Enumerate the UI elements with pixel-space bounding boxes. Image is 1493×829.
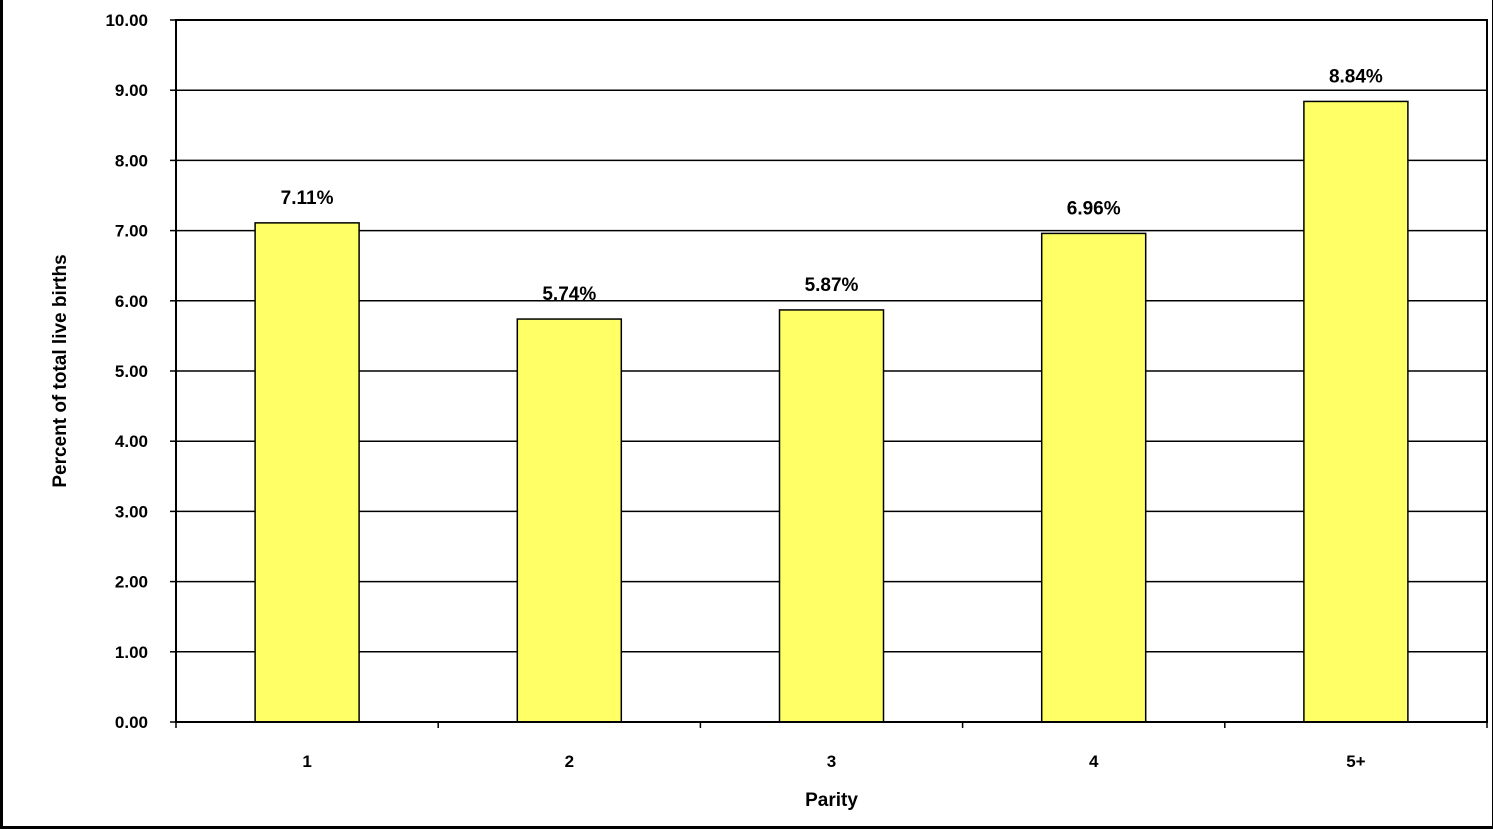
x-tick-label: 4 (1089, 752, 1099, 771)
x-axis-title: Parity (805, 790, 858, 811)
bar (1040, 232, 1147, 723)
y-tick-label: 8.00 (115, 151, 148, 170)
x-tick-label: 1 (302, 752, 311, 771)
bar (516, 318, 623, 723)
y-tick-label: 6.00 (115, 292, 148, 311)
y-axis-title: Percent of total live births (50, 254, 71, 487)
axes (170, 19, 1488, 728)
y-tick-label: 1.00 (115, 643, 148, 662)
data-label: 5.87% (805, 275, 859, 296)
data-label: 5.74% (542, 284, 596, 305)
y-tick-label: 2.00 (115, 573, 148, 592)
plot-area-border (175, 19, 1488, 723)
bar (778, 309, 885, 723)
y-tick-label: 3.00 (115, 502, 148, 521)
bars (254, 100, 1409, 723)
y-tick-labels: 0.00 1.00 2.00 3.00 4.00 5.00 6.00 7.00 8.00 9.00… (105, 11, 148, 732)
bar (1303, 100, 1409, 723)
y-tick-label: 5.00 (115, 362, 148, 381)
x-tick-label: 2 (565, 752, 574, 771)
y-tick-label: 0.00 (115, 713, 148, 732)
data-labels: 7.11% 5.74% 5.87% 6.96% 8.84% (281, 66, 1383, 305)
x-tick-label: 5+ (1346, 752, 1365, 771)
data-label: 7.11% (281, 188, 334, 209)
y-tick-label: 10.00 (105, 11, 148, 30)
x-tick-labels: 1 2 3 4 5+ (302, 752, 1365, 771)
y-tick-label: 4.00 (115, 432, 148, 451)
bar (254, 222, 360, 723)
y-tick-label: 9.00 (115, 81, 148, 100)
x-tick-label: 3 (827, 752, 836, 771)
data-label: 8.84% (1329, 66, 1383, 87)
data-label: 6.96% (1067, 198, 1121, 219)
y-tick-label: 7.00 (115, 222, 148, 241)
